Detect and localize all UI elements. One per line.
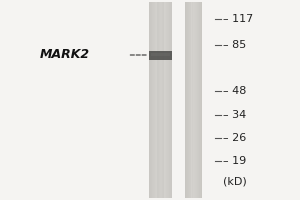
Bar (185, 2, 202, 198)
Bar (154, 2, 155, 198)
Text: – 48: – 48 (223, 86, 246, 96)
Bar (161, 2, 162, 198)
Bar (164, 2, 165, 198)
Bar (152, 2, 153, 198)
Bar (157, 2, 158, 198)
Bar (167, 2, 168, 198)
Bar (149, 2, 150, 198)
Bar (150, 2, 151, 198)
Bar (186, 2, 187, 198)
Bar (187, 2, 188, 198)
Bar (162, 2, 163, 198)
Bar (165, 2, 166, 198)
Bar (160, 2, 161, 198)
Bar (166, 2, 167, 198)
Bar (169, 2, 170, 198)
Bar (190, 2, 191, 198)
Bar (196, 2, 197, 198)
Bar (185, 2, 186, 198)
Text: (kD): (kD) (223, 177, 246, 187)
Bar (151, 53, 170, 56)
Bar (168, 2, 169, 198)
Bar (194, 2, 195, 198)
Bar (196, 2, 197, 198)
Bar (192, 2, 193, 198)
Bar (163, 2, 164, 198)
Bar (157, 2, 164, 198)
Bar (188, 2, 189, 198)
Text: MARK2: MARK2 (40, 48, 90, 62)
Text: – 19: – 19 (223, 156, 246, 166)
Bar (156, 2, 157, 198)
Bar (153, 2, 154, 198)
Bar (195, 2, 196, 198)
Bar (171, 2, 172, 198)
Bar (159, 2, 160, 198)
Bar (201, 2, 202, 198)
Bar (199, 2, 200, 198)
Bar (193, 2, 194, 198)
Bar (149, 50, 172, 60)
Bar (197, 2, 198, 198)
Bar (191, 2, 192, 198)
Bar (149, 2, 172, 198)
Bar (198, 2, 199, 198)
Text: – 117: – 117 (223, 14, 253, 24)
Bar (189, 2, 190, 198)
Text: – 26: – 26 (223, 133, 246, 143)
Bar (155, 2, 156, 198)
Bar (200, 2, 201, 198)
Bar (151, 2, 152, 198)
Bar (170, 2, 171, 198)
Text: – 34: – 34 (223, 110, 246, 120)
Bar (169, 2, 170, 198)
Text: – 85: – 85 (223, 40, 246, 50)
